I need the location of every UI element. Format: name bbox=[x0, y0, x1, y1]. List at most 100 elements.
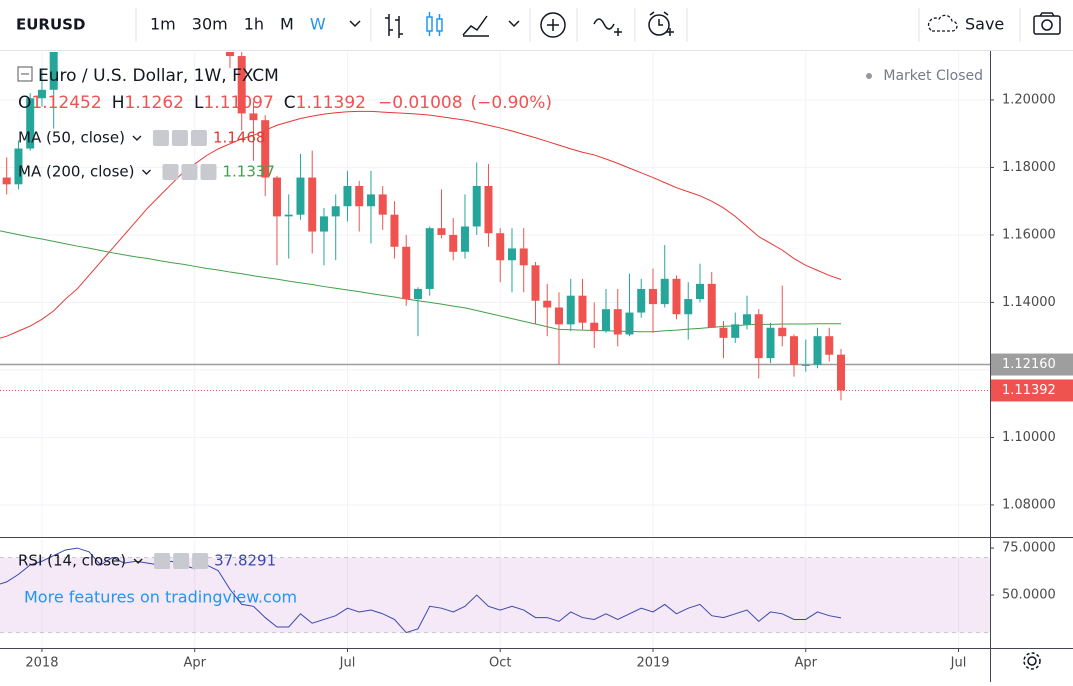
indicator-button[interactable] bbox=[173, 553, 189, 569]
candle-body bbox=[402, 247, 410, 299]
y-tick-label: 1.08000 bbox=[1002, 497, 1056, 512]
candle-body bbox=[390, 215, 398, 247]
candle-body bbox=[531, 265, 539, 300]
symbol[interactable]: EURUSD bbox=[16, 16, 85, 34]
y-tick-label: 75.0000 bbox=[1002, 541, 1056, 556]
y-tick-label: 1.14000 bbox=[1002, 295, 1056, 310]
candle-body bbox=[343, 186, 351, 206]
indicator-name: MA (200, close) bbox=[18, 163, 134, 181]
candle-body bbox=[731, 324, 739, 338]
candle-body bbox=[790, 336, 798, 365]
indicator-value: 1.1468 bbox=[213, 129, 266, 147]
candle-body bbox=[379, 194, 387, 214]
candle-body bbox=[684, 299, 692, 314]
candle-body bbox=[708, 284, 716, 328]
indicator-value: 1.1337 bbox=[222, 163, 275, 181]
indicator-button[interactable] bbox=[181, 164, 197, 180]
candle-body bbox=[308, 178, 316, 232]
indicator-button[interactable] bbox=[154, 553, 170, 569]
candle-body bbox=[484, 186, 492, 233]
candle-body bbox=[696, 284, 704, 299]
indicator-button[interactable] bbox=[200, 164, 216, 180]
indicator-name: RSI (14, close) bbox=[18, 552, 126, 570]
candle-body bbox=[3, 178, 11, 185]
candle-body bbox=[496, 233, 504, 260]
candle-body bbox=[672, 279, 680, 314]
candle-body bbox=[614, 309, 622, 334]
candle-body bbox=[813, 336, 821, 365]
candle-body bbox=[473, 186, 481, 227]
candle-body bbox=[755, 314, 763, 358]
candle-body bbox=[355, 186, 363, 206]
y-tick-label: 1.10000 bbox=[1002, 430, 1056, 445]
candle-body bbox=[590, 323, 598, 331]
candle-body bbox=[766, 328, 774, 358]
ohlc-value: 1.1262 bbox=[125, 93, 184, 113]
interval-button[interactable]: 1h bbox=[244, 15, 264, 34]
status-dot bbox=[866, 73, 872, 79]
indicator-button[interactable] bbox=[191, 130, 207, 146]
series-title: Euro / U.S. Dollar, 1W, FXCM bbox=[38, 66, 279, 86]
price-label: 1.12160 bbox=[1002, 357, 1056, 372]
indicator-button[interactable] bbox=[172, 130, 188, 146]
indicator-button[interactable] bbox=[162, 164, 178, 180]
watermark[interactable]: More features on tradingview.com bbox=[24, 588, 297, 607]
candle-body bbox=[320, 216, 328, 231]
candle-body bbox=[249, 113, 257, 120]
candle-body bbox=[649, 289, 657, 304]
candle-body bbox=[837, 355, 845, 391]
candle-body bbox=[719, 328, 727, 338]
y-tick-label: 50.0000 bbox=[1002, 588, 1056, 603]
ohlc-label: H bbox=[112, 93, 125, 113]
candle-body bbox=[778, 328, 786, 336]
x-tick-label: Jul bbox=[950, 656, 967, 671]
ohlc-label: O bbox=[18, 93, 31, 113]
interval-button[interactable]: 1m bbox=[150, 15, 176, 34]
candle-body bbox=[426, 228, 434, 289]
ohlc-value: 1.11392 bbox=[296, 93, 366, 113]
candle-body bbox=[449, 235, 457, 252]
candle-body bbox=[802, 365, 810, 366]
y-tick-label: 1.16000 bbox=[1002, 227, 1056, 242]
indicator-name: MA (50, close) bbox=[18, 129, 125, 147]
candle-body bbox=[414, 289, 422, 299]
candle-body bbox=[602, 309, 610, 331]
candle-body bbox=[285, 215, 293, 217]
candle-body bbox=[567, 296, 575, 325]
indicator-button[interactable] bbox=[192, 553, 208, 569]
change: −0.01008 bbox=[378, 93, 463, 113]
x-tick-label: Apr bbox=[794, 656, 817, 671]
y-tick-label: 1.18000 bbox=[1002, 160, 1056, 175]
last-price-label: 1.11392 bbox=[1002, 383, 1056, 398]
candle-body bbox=[520, 248, 528, 265]
candle-body bbox=[625, 313, 633, 335]
ohlc-value: 1.12452 bbox=[31, 93, 101, 113]
candle-body bbox=[543, 301, 551, 308]
candle-body bbox=[332, 206, 340, 216]
interval-button[interactable]: M bbox=[280, 15, 294, 34]
x-tick-label: Apr bbox=[183, 656, 206, 671]
candle-body bbox=[508, 248, 516, 260]
indicator-button[interactable] bbox=[153, 130, 169, 146]
y-tick-label: 1.20000 bbox=[1002, 92, 1056, 107]
candle-body bbox=[296, 178, 304, 215]
ohlc-label: C bbox=[284, 93, 296, 113]
candle-body bbox=[743, 314, 751, 324]
save-button[interactable]: Save bbox=[965, 15, 1004, 34]
indicator-value: 37.8291 bbox=[214, 552, 276, 570]
x-tick-label: Jul bbox=[339, 656, 356, 671]
change-percent: (−0.90%) bbox=[471, 93, 553, 113]
ohlc-value: 1.11097 bbox=[203, 93, 273, 113]
candle-body bbox=[637, 289, 645, 313]
candle-body bbox=[367, 194, 375, 206]
interval-button[interactable]: W bbox=[310, 15, 326, 34]
candle-body bbox=[437, 228, 445, 235]
rsi-pane: More features on tradingview.com bbox=[0, 548, 990, 633]
x-tick-label: 2019 bbox=[636, 656, 669, 671]
candle-body bbox=[578, 296, 586, 323]
interval-button[interactable]: 30m bbox=[192, 15, 228, 34]
x-tick-label: 2018 bbox=[25, 656, 58, 671]
